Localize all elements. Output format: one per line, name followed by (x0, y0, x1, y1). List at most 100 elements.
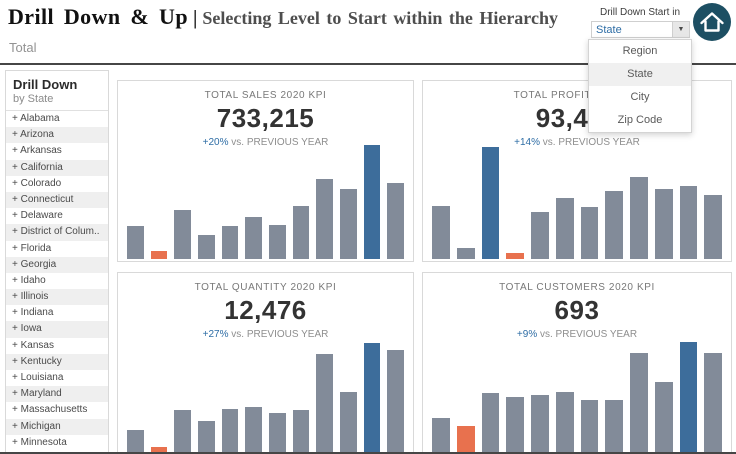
bar[interactable] (531, 395, 549, 454)
bar[interactable] (654, 382, 673, 454)
bar[interactable] (292, 410, 310, 454)
bar[interactable] (363, 343, 381, 454)
sidebar-item-alabama[interactable]: + Alabama (12, 113, 60, 124)
sidebar-item-illinois[interactable]: + Illinois (6, 289, 108, 306)
sidebar-item-louisiana[interactable]: + Louisiana (12, 372, 64, 383)
chart-card-total-profit: TOTAL PROFIT 2020 KPI 93,439 +14% vs. PR… (422, 80, 732, 262)
bar[interactable] (150, 251, 168, 259)
bar[interactable] (174, 210, 192, 259)
kpi-value: 12,476 (224, 295, 307, 325)
bar[interactable] (555, 198, 574, 259)
menu-item-state[interactable]: State (589, 63, 691, 86)
sidebar-item-florida[interactable]: + Florida (12, 242, 52, 254)
bar[interactable] (340, 392, 357, 454)
menu-item-region[interactable]: Region (622, 45, 658, 57)
sidebar-subtitle: by State (13, 93, 54, 105)
bar[interactable] (340, 189, 357, 259)
sidebar-item-delaware[interactable]: + Delaware (12, 210, 63, 222)
bar[interactable] (630, 177, 648, 259)
bar[interactable] (127, 430, 144, 454)
sidebar-divider (6, 110, 108, 111)
bar[interactable] (605, 400, 623, 454)
bar[interactable] (316, 354, 334, 454)
page-subtitle: Selecting Level to Start within the Hier… (202, 8, 558, 28)
kpi-block: TOTAL SALES 2020 KPI 733,215 +20% vs. PR… (118, 90, 413, 148)
sidebar-item-minnesota[interactable]: + Minnesota (12, 436, 67, 448)
bar[interactable] (506, 397, 524, 454)
sidebar-title: Drill Down (13, 77, 78, 92)
sidebar-item-kansas[interactable]: + Kansas (12, 339, 54, 351)
sidebar-item-indiana[interactable]: + Indiana (12, 307, 54, 319)
bar[interactable] (456, 248, 475, 259)
drilldown-start-select[interactable]: State ▼ (591, 21, 690, 38)
bar[interactable] (456, 426, 475, 454)
kpi-delta: +9% (516, 329, 538, 340)
kpi-block: TOTAL CUSTOMERS 2020 KPI 693 +9% vs. PRE… (423, 282, 731, 340)
sidebar-item-arkansas[interactable]: + Arkansas (12, 145, 62, 157)
kpi-title: TOTAL QUANTITY 2020 KPI (194, 282, 337, 293)
sidebar-item-georgia[interactable]: + Georgia (6, 256, 108, 273)
sidebar-item-colorado[interactable]: + Colorado (12, 177, 62, 189)
bar[interactable] (531, 212, 549, 259)
bar[interactable] (580, 400, 599, 454)
kpi-delta-suffix: vs. PREVIOUS YEAR (228, 329, 329, 340)
bar[interactable] (387, 183, 405, 259)
sidebar-item-maryland[interactable]: + Maryland (6, 386, 108, 403)
bar[interactable] (432, 418, 450, 454)
kpi-comparison: +9% vs. PREVIOUS YEAR (423, 329, 731, 340)
bottom-edge-divider (0, 452, 736, 454)
sidebar-item-arizona[interactable]: + Arizona (6, 127, 108, 144)
header-divider (0, 63, 736, 65)
bar[interactable] (432, 206, 450, 259)
kpi-title: TOTAL SALES 2020 KPI (204, 90, 327, 101)
kpi-block: TOTAL QUANTITY 2020 KPI 12,476 +27% vs. … (118, 282, 413, 340)
bar[interactable] (245, 217, 263, 259)
menu-item-city[interactable]: City (630, 91, 650, 103)
bar[interactable] (269, 413, 286, 454)
bar[interactable] (481, 147, 500, 259)
chart-card-total-sales: TOTAL SALES 2020 KPI 733,215 +20% vs. PR… (117, 80, 414, 262)
bar[interactable] (704, 195, 722, 259)
menu-item-zip-code[interactable]: Zip Code (617, 114, 663, 126)
bar[interactable] (506, 253, 524, 259)
sidebar-item-michigan[interactable]: + Michigan (6, 418, 108, 435)
chevron-down-icon[interactable]: ▼ (672, 22, 689, 37)
bar[interactable] (198, 235, 215, 259)
bar[interactable] (127, 226, 144, 259)
bar[interactable] (316, 179, 334, 259)
home-button[interactable] (692, 2, 732, 42)
bar[interactable] (292, 206, 310, 259)
bar[interactable] (245, 407, 263, 454)
bar[interactable] (630, 353, 648, 454)
bar[interactable] (198, 421, 215, 454)
sidebar-item-iowa[interactable]: + Iowa (6, 321, 108, 338)
bar[interactable] (580, 207, 599, 259)
sidebar-item-massachusetts[interactable]: + Massachusetts (12, 404, 88, 416)
bar[interactable] (387, 350, 405, 454)
bar[interactable] (150, 447, 168, 454)
bar[interactable] (221, 409, 239, 454)
sidebar-item-district-of-columbia[interactable]: + District of Colum.. (6, 224, 108, 241)
bar[interactable] (679, 342, 698, 454)
kpi-value: 693 (554, 295, 600, 325)
home-icon (693, 3, 731, 41)
bar[interactable] (363, 145, 381, 259)
drilldown-selected-value: State (596, 23, 622, 36)
sidebar-item-connecticut[interactable]: + Connecticut (6, 191, 108, 209)
sidebar-item-california[interactable]: + California (6, 159, 108, 176)
sidebar-item-idaho[interactable]: + Idaho (12, 274, 46, 286)
bar[interactable] (605, 191, 623, 259)
bar[interactable] (704, 353, 722, 454)
sidebar-item-kentucky[interactable]: + Kentucky (6, 353, 108, 370)
bar[interactable] (174, 410, 192, 454)
bar[interactable] (679, 186, 698, 259)
bar[interactable] (221, 226, 239, 259)
kpi-title: TOTAL PROFIT 2020 KPI (513, 90, 641, 101)
bar[interactable] (269, 225, 286, 259)
drilldown-sidebar: Drill Down by State + Alabama + Arizona … (5, 70, 109, 454)
page-title-line: Drill Down & Up | Selecting Level to Start… (8, 4, 558, 30)
bar[interactable] (555, 392, 574, 454)
bar-chart (127, 343, 405, 454)
bar[interactable] (481, 393, 500, 454)
bar[interactable] (654, 189, 673, 259)
